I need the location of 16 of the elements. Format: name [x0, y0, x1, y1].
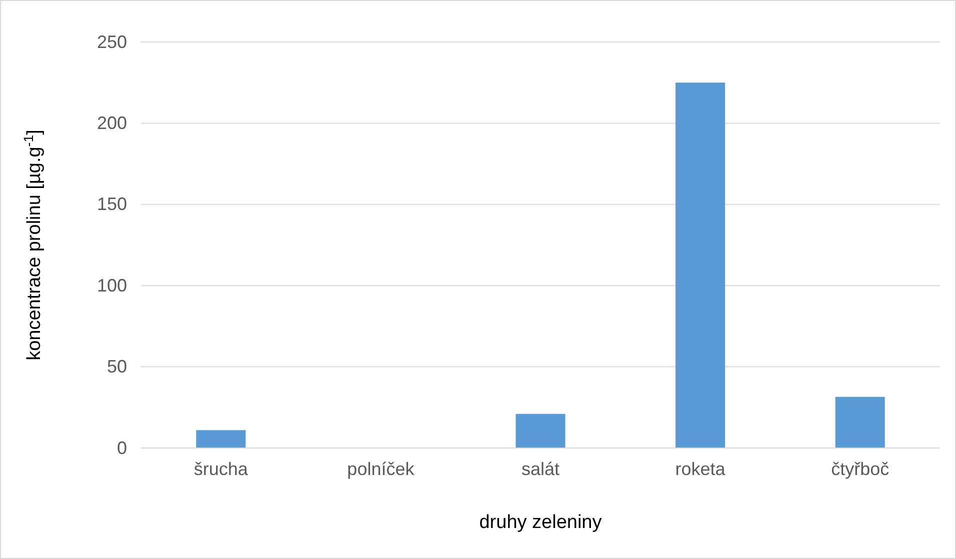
- bar: [676, 82, 726, 448]
- y-tick-label: 100: [96, 275, 127, 296]
- bar: [196, 430, 246, 448]
- y-tick-label: 200: [96, 112, 127, 133]
- x-tick-label: salát: [521, 458, 560, 479]
- bar: [516, 414, 566, 448]
- x-tick-label: polníček: [347, 458, 416, 479]
- x-tick-label: čtyřboč: [831, 458, 890, 479]
- x-axis-title: druhy zeleniny: [479, 512, 602, 533]
- bar: [835, 396, 885, 448]
- y-tick-label: 150: [96, 194, 127, 214]
- x-tick-label: roketa: [675, 458, 726, 479]
- y-tick-label: 50: [106, 356, 127, 377]
- y-tick-label: 0: [116, 438, 127, 458]
- y-tick-label: 250: [96, 32, 127, 52]
- x-tick-label: šrucha: [194, 458, 249, 479]
